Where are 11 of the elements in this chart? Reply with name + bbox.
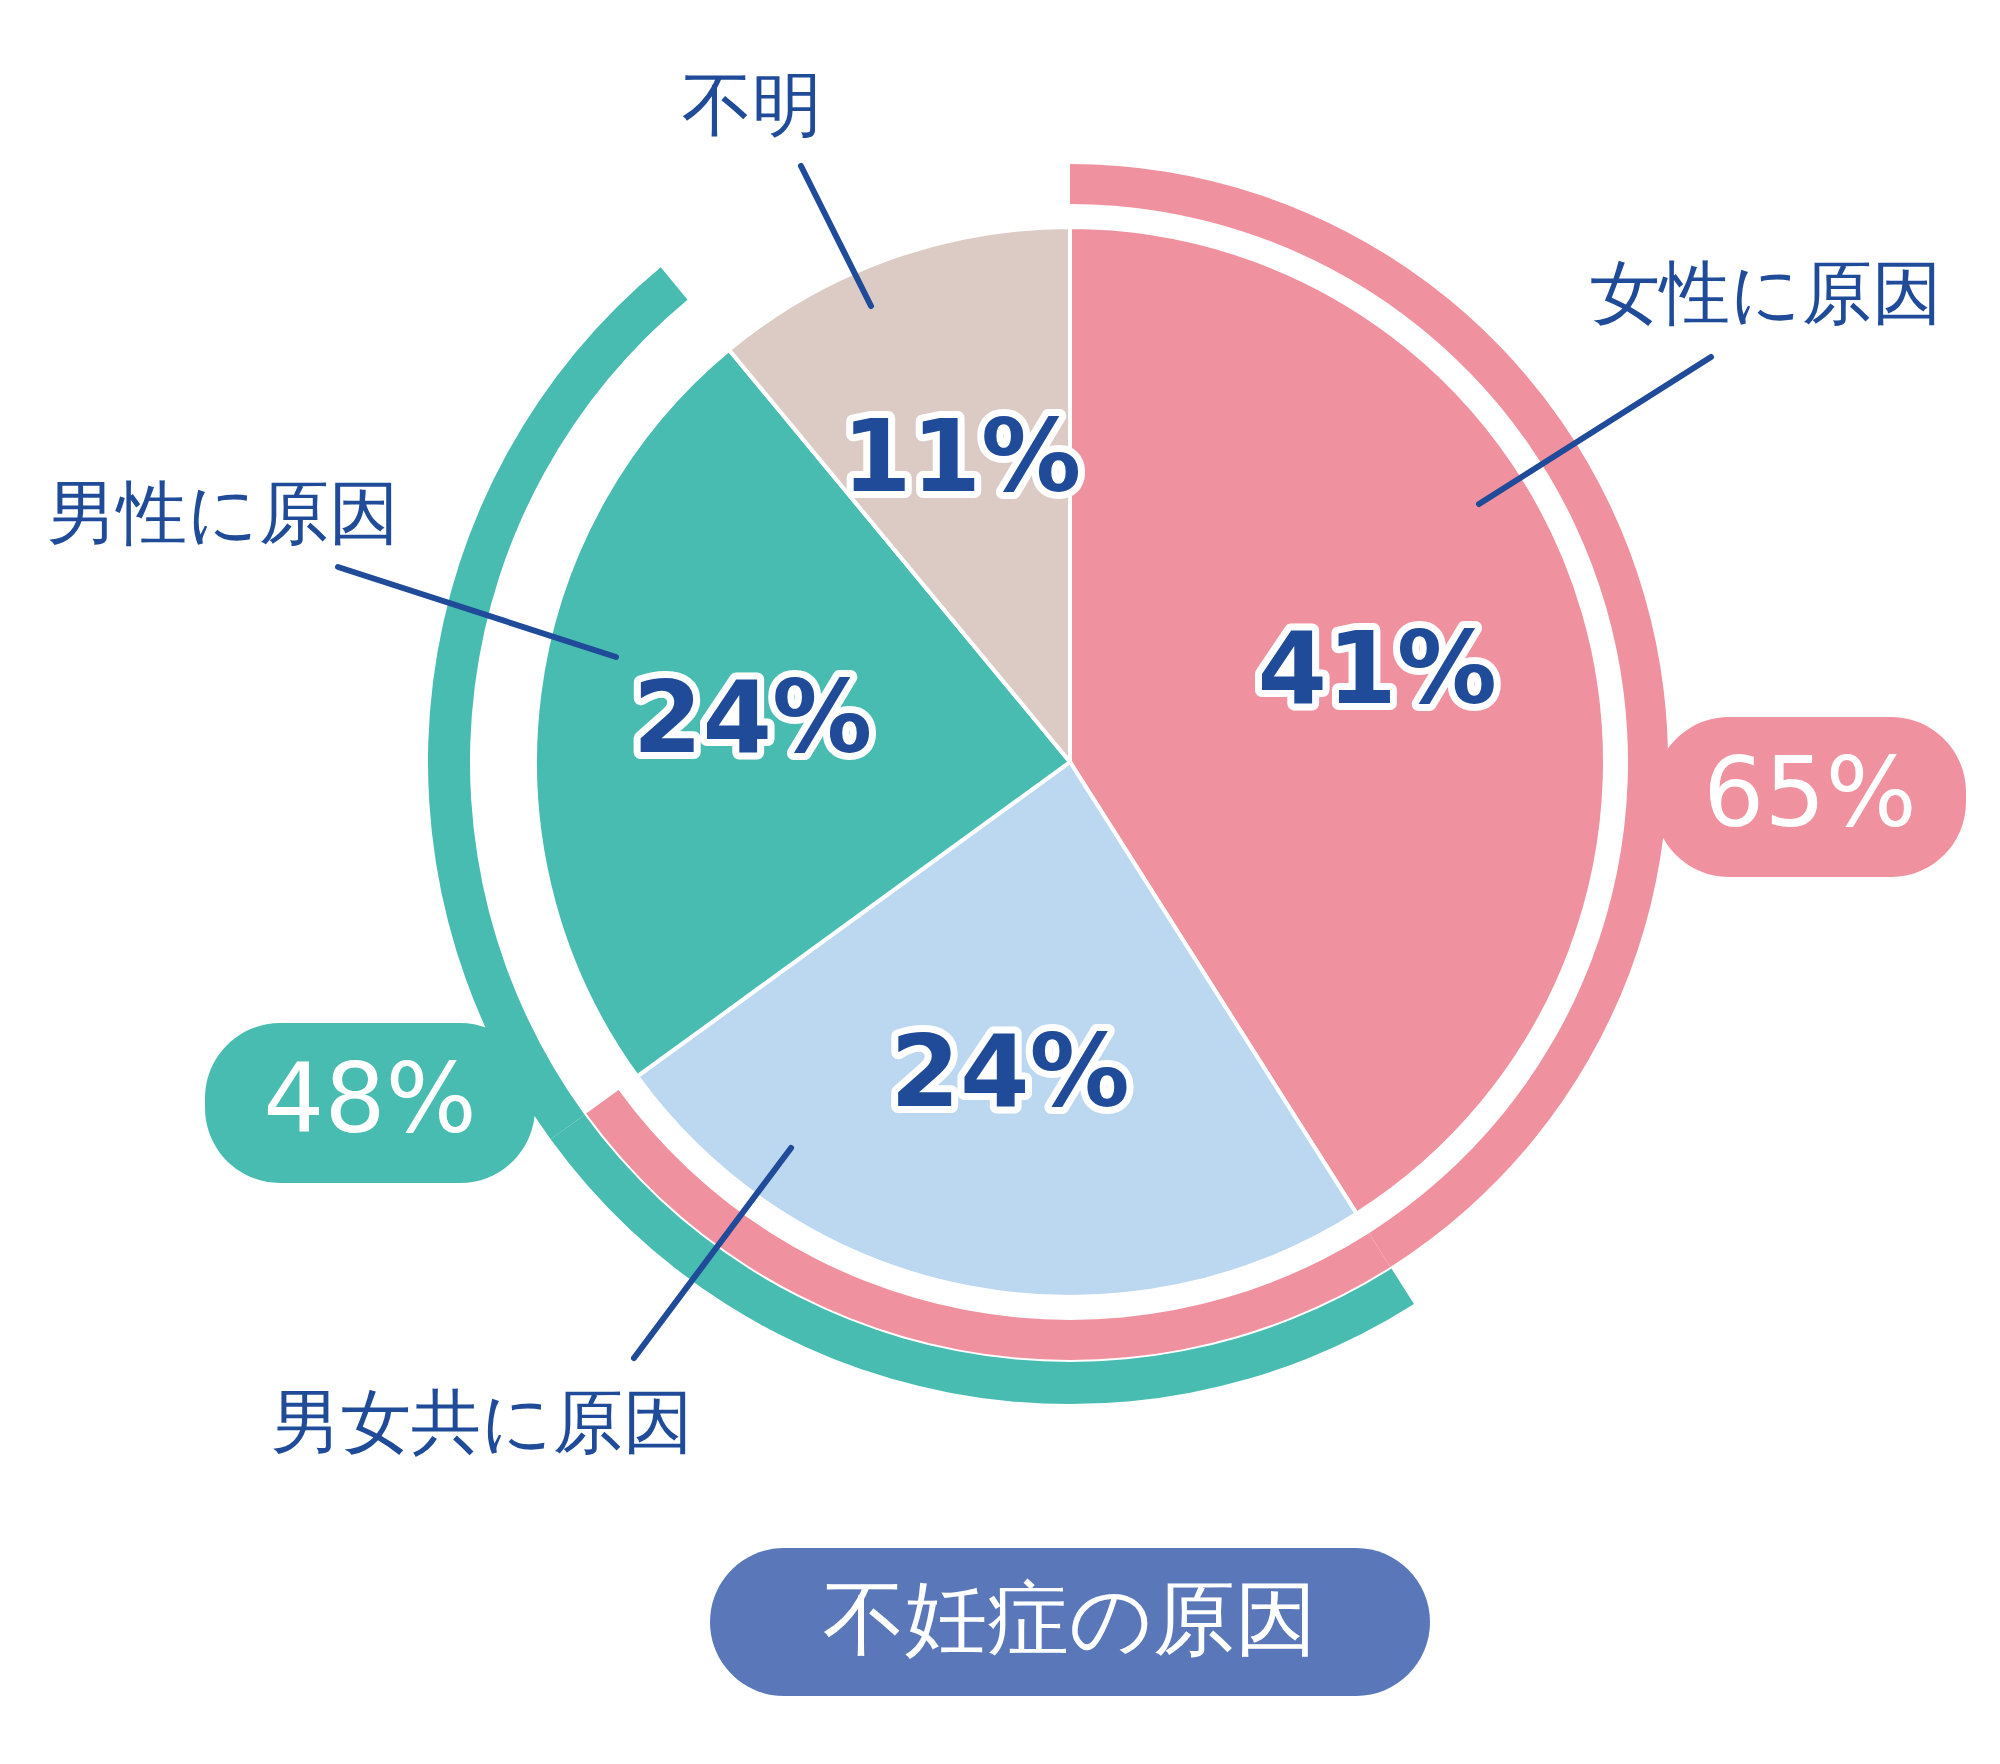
text: 48% — [263, 1043, 477, 1155]
slice-label: 男女共に原因 — [271, 1381, 693, 1463]
slice-label: 男性に原因 — [47, 472, 399, 554]
text: 65% — [1703, 737, 1917, 849]
data-label: 24% — [890, 1013, 1130, 1131]
data-label: 41% — [1257, 609, 1497, 727]
slice-label: 女性に原因 — [1590, 252, 1942, 334]
data-label: 24% — [632, 658, 873, 776]
text: 不妊症の原因 — [823, 1571, 1317, 1666]
slice-label: 不明 — [682, 64, 822, 146]
data-label: 11% — [841, 397, 1082, 515]
